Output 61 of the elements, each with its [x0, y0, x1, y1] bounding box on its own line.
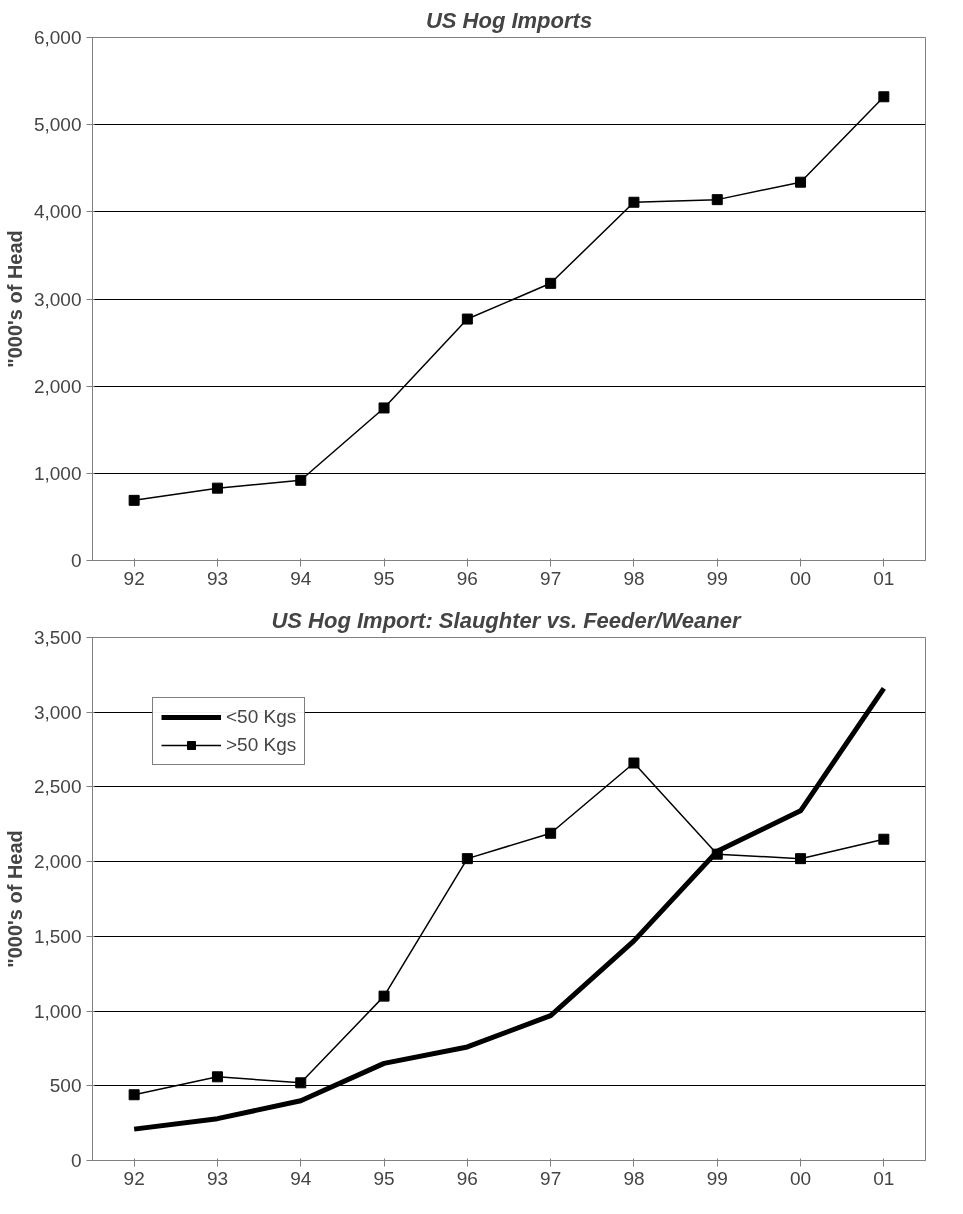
- chart-title: US Hog Import: Slaughter vs. Feeder/Weaner: [271, 607, 742, 633]
- y-tick-label: 3,500: [33, 627, 82, 648]
- y-tick-label: 1,500: [33, 925, 82, 947]
- x-tick-label: 00: [789, 1167, 812, 1189]
- x-tick-label: 96: [456, 1167, 478, 1189]
- y-tick-label: 2,500: [33, 776, 82, 798]
- x-tick-label: 99: [706, 1167, 728, 1189]
- y-tick-label: 1,000: [33, 462, 82, 484]
- y-axis-title: "000's of Head: [3, 230, 26, 368]
- x-tick-label: 98: [623, 567, 645, 589]
- y-tick-label: 1,000: [33, 1000, 82, 1022]
- point: [378, 402, 390, 414]
- point: [545, 277, 557, 289]
- point: [628, 757, 640, 769]
- point: [711, 848, 723, 860]
- point: [795, 853, 807, 865]
- x-tick-label: 99: [706, 567, 728, 589]
- x-tick-label: 95: [373, 1167, 395, 1189]
- y-tick-label: 4,000: [33, 201, 82, 223]
- y-tick-label: 500: [49, 1075, 82, 1097]
- point: [128, 1089, 140, 1101]
- point: [461, 313, 473, 325]
- y-axis-title: "000's of Head: [3, 830, 26, 968]
- point: [461, 853, 473, 865]
- point: [878, 91, 890, 103]
- y-tick-label: 2,000: [33, 375, 82, 397]
- point: [128, 494, 140, 506]
- y-tick-label: 0: [70, 550, 82, 571]
- x-tick-label: 01: [873, 1167, 895, 1189]
- legend-label: >50 Kgs: [226, 734, 297, 756]
- point: [378, 990, 390, 1002]
- point: [711, 194, 723, 206]
- point: [628, 196, 640, 208]
- legend-label: <50 Kgs: [226, 706, 297, 728]
- x-tick-label: 01: [873, 567, 895, 589]
- point: [545, 827, 557, 839]
- y-tick-label: 6,000: [33, 27, 82, 48]
- y-tick-label: 3,000: [33, 701, 82, 723]
- point: [211, 482, 223, 494]
- point: [295, 474, 307, 486]
- point: [295, 1077, 307, 1089]
- y-tick-label: 2,000: [33, 851, 82, 873]
- x-tick-label: 92: [123, 1167, 145, 1189]
- x-tick-label: 94: [290, 1167, 312, 1189]
- x-tick-label: 00: [789, 567, 812, 589]
- x-tick-label: 97: [540, 1167, 562, 1189]
- x-tick-label: 94: [290, 567, 312, 589]
- y-tick-label: 5,000: [33, 114, 82, 136]
- y-tick-label: 3,000: [33, 288, 82, 310]
- x-tick-label: 95: [373, 567, 395, 589]
- x-tick-label: 97: [540, 567, 562, 589]
- x-tick-label: 92: [123, 567, 145, 589]
- x-tick-label: 93: [206, 567, 229, 589]
- y-tick-label: 0: [70, 1150, 82, 1171]
- point: [211, 1071, 223, 1083]
- point: [878, 833, 890, 845]
- x-tick-label: 96: [456, 567, 478, 589]
- x-tick-label: 93: [206, 1167, 229, 1189]
- x-tick-label: 98: [623, 1167, 645, 1189]
- point: [795, 176, 807, 188]
- chart-title: US Hog Imports: [425, 7, 593, 33]
